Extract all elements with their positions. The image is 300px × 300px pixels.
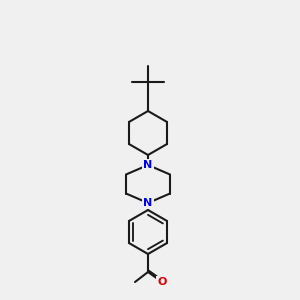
Text: N: N — [143, 160, 153, 170]
Text: O: O — [157, 277, 167, 287]
Text: N: N — [143, 198, 153, 208]
